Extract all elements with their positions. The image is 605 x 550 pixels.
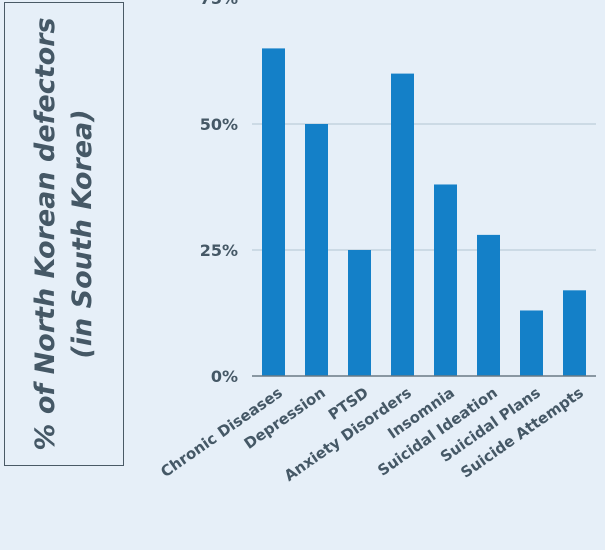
y-tick-label: 75% [200,0,238,8]
bar [434,184,457,376]
bar [563,290,586,376]
gridlines [252,123,596,251]
bar [348,250,371,376]
y-tick-label: 0% [211,367,238,386]
bar [262,48,285,377]
bar [520,310,543,376]
bar [305,124,328,376]
y-tick-label: 25% [200,241,238,260]
y-tick-labels: 0% 25% 50% 75% [200,0,238,386]
bar [391,73,414,376]
y-tick-label: 50% [200,115,238,134]
bars [262,48,586,377]
y-axis-label-box: % of North Korean defectors (in South Ko… [4,2,124,466]
bar [477,234,500,376]
